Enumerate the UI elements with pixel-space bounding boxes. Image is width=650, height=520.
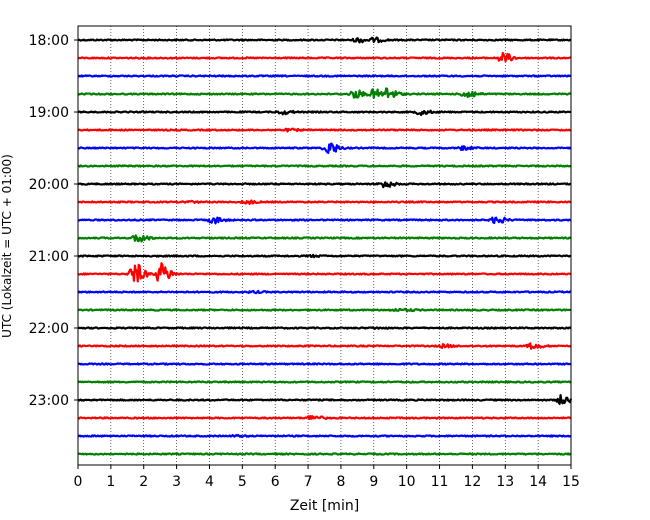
traces xyxy=(77,36,573,456)
x-tick-label: 11 xyxy=(431,474,449,490)
x-tick-label: 14 xyxy=(529,474,547,490)
trace-line xyxy=(77,393,573,405)
trace-line xyxy=(77,36,572,44)
trace-line xyxy=(77,362,572,366)
x-tick-label: 3 xyxy=(172,474,181,490)
y-tick-label: 19:00 xyxy=(29,105,69,121)
y-tick-label: 23:00 xyxy=(29,393,69,409)
trace-line xyxy=(77,87,572,99)
x-tick-label: 6 xyxy=(271,474,280,490)
trace-line xyxy=(77,380,572,384)
trace-line xyxy=(77,234,572,243)
x-tick-label: 0 xyxy=(74,474,83,490)
x-tick-label: 13 xyxy=(496,474,514,490)
trace-line xyxy=(77,127,572,133)
x-ticks: 0 1 2 3 4 5 6 7 8 9 10 11 12 13 14 15 xyxy=(74,465,580,490)
trace-line xyxy=(77,307,572,313)
x-tick-label: 7 xyxy=(304,474,313,490)
x-tick-label: 5 xyxy=(238,474,247,490)
trace-line xyxy=(77,262,572,283)
y-tick-label: 18:00 xyxy=(29,33,69,49)
x-tick-label: 9 xyxy=(369,474,378,490)
x-tick-label: 2 xyxy=(139,474,148,490)
y-tick-label: 20:00 xyxy=(29,177,69,193)
y-tick-label: 22:00 xyxy=(29,321,69,337)
plot-frame xyxy=(77,25,572,466)
trace-line xyxy=(77,109,572,117)
trace-line xyxy=(77,433,572,439)
trace-line xyxy=(77,326,572,330)
trace-line xyxy=(77,142,572,154)
x-tick-label: 8 xyxy=(336,474,345,490)
grid-lines xyxy=(110,26,539,465)
trace-line xyxy=(77,164,572,168)
trace-line xyxy=(77,253,572,259)
trace-line xyxy=(77,289,572,295)
x-axis-label: Zeit [min] xyxy=(290,498,359,514)
x-tick-label: 10 xyxy=(398,474,416,490)
trace-line xyxy=(77,181,572,189)
trace-line xyxy=(77,342,572,350)
trace-line xyxy=(77,199,572,206)
trace-line xyxy=(77,216,572,225)
x-tick-label: 12 xyxy=(463,474,481,490)
trace-line xyxy=(77,414,572,420)
x-tick-label: 4 xyxy=(205,474,214,490)
trace-line xyxy=(77,74,572,78)
trace-line xyxy=(77,452,572,456)
trace-line xyxy=(77,51,572,63)
y-tick-label: 21:00 xyxy=(29,249,69,265)
x-tick-label: 15 xyxy=(562,474,580,490)
x-tick-label: 1 xyxy=(106,474,115,490)
y-ticks: 18:00 19:00 20:00 21:00 22:00 23:00 xyxy=(29,33,78,409)
y-axis-label: UTC (Lokalzeit = UTC + 01:00) xyxy=(0,154,14,338)
